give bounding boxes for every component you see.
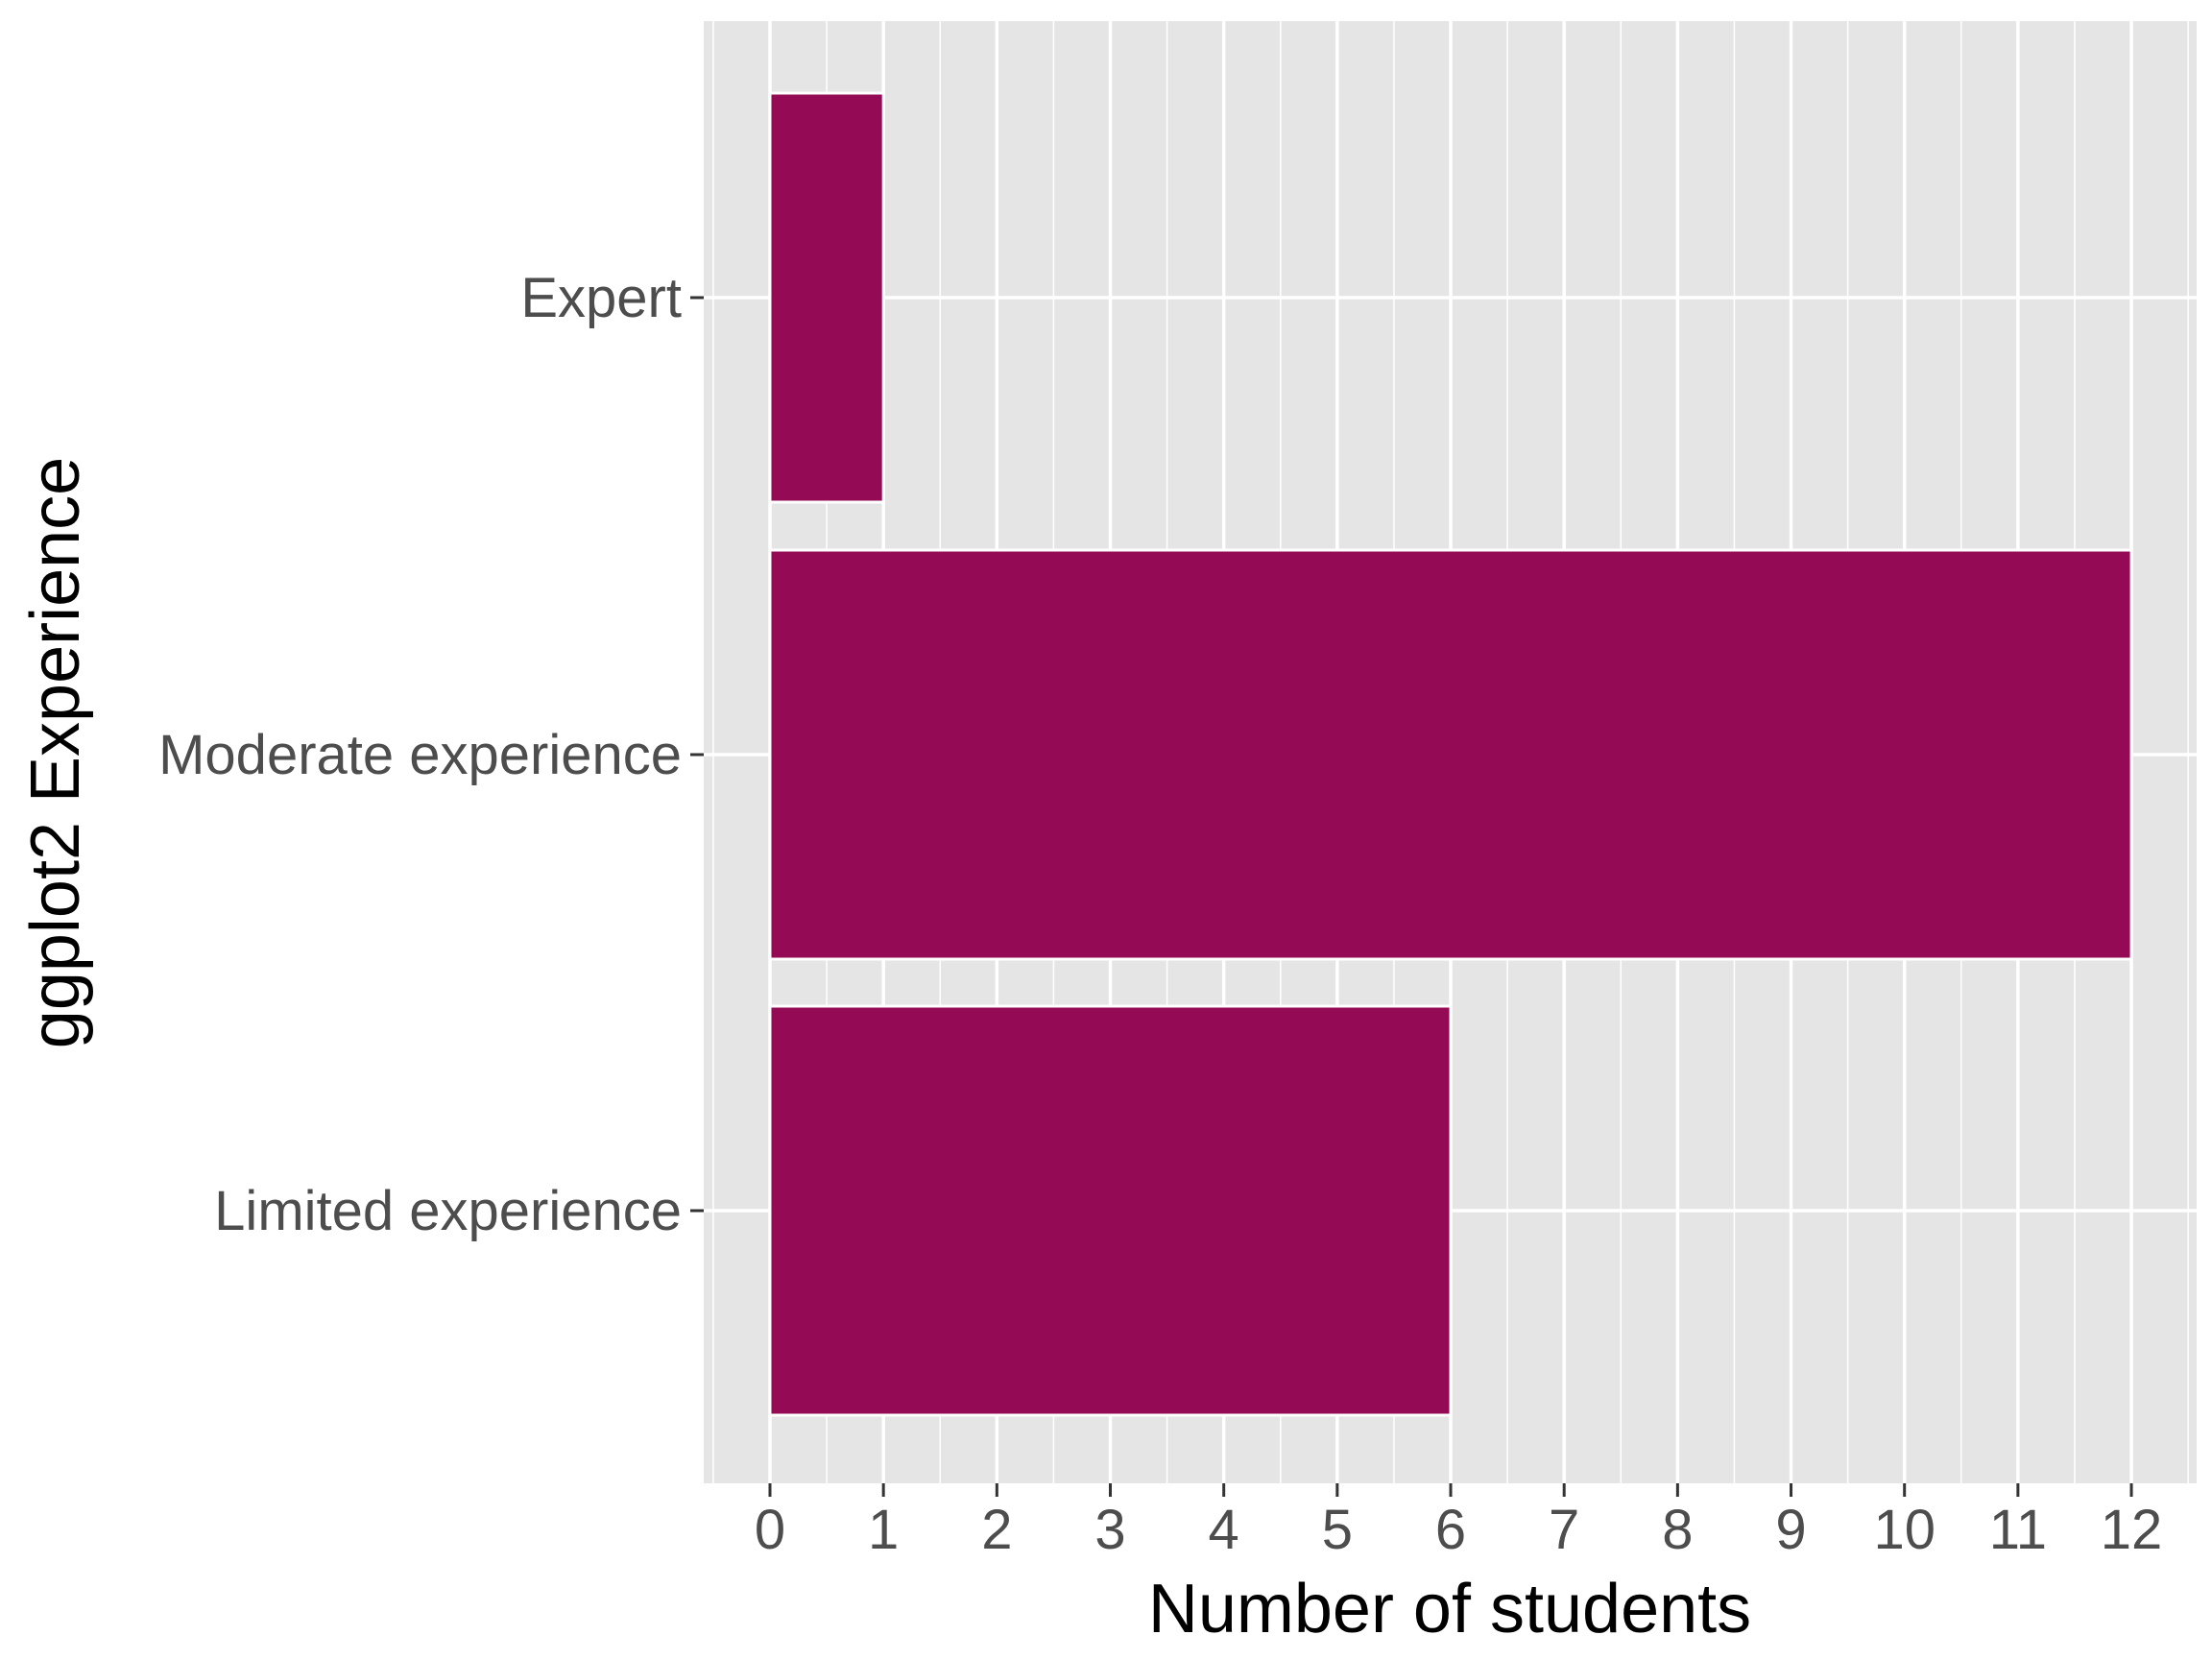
x-axis: 0 1 2 3 4 5 6 7 8 9 10 11 12 — [755, 1483, 2162, 1561]
x-axis-title: Number of students — [1148, 1571, 1751, 1647]
x-tick-label: 0 — [755, 1499, 785, 1561]
y-axis: Expert Moderate experience Limited experie… — [158, 267, 704, 1242]
x-tick-label: 9 — [1775, 1499, 1806, 1561]
y-tick-label: Limited experience — [214, 1180, 682, 1242]
y-tick-label: Moderate experience — [158, 724, 682, 786]
bar — [768, 548, 2133, 961]
x-tick-label: 1 — [868, 1499, 899, 1561]
bar — [768, 1004, 1453, 1417]
x-tick-label: 10 — [1873, 1499, 1936, 1561]
y-tick-label: Expert — [520, 267, 682, 329]
x-tick-label: 11 — [1989, 1499, 2047, 1561]
x-tick-label: 4 — [1209, 1499, 1239, 1561]
x-tick-label: 7 — [1549, 1499, 1579, 1561]
x-tick-label: 6 — [1435, 1499, 1466, 1561]
x-tick-label: 8 — [1662, 1499, 1693, 1561]
x-tick-label: 3 — [1094, 1499, 1125, 1561]
bar — [768, 91, 885, 504]
x-tick-label: 2 — [981, 1499, 1012, 1561]
x-tick-label: 5 — [1322, 1499, 1353, 1561]
bars — [768, 91, 2133, 1417]
x-tick-label: 12 — [2101, 1499, 2163, 1561]
y-axis-title: ggplot2 Experience — [17, 457, 94, 1048]
